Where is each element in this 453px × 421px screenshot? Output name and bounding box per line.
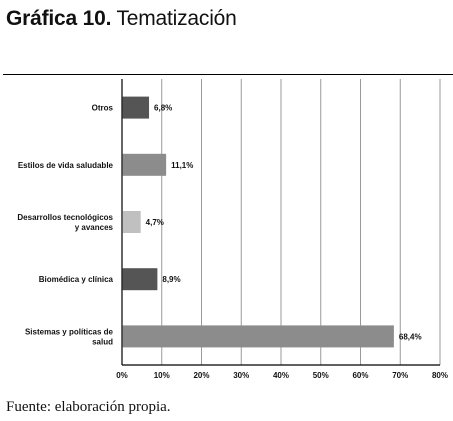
bar (122, 268, 158, 291)
data-label: 11,1% (171, 161, 193, 170)
source-note: Fuente: elaboración propia. (6, 399, 171, 415)
chart-title: Tematización (116, 7, 237, 30)
bar (122, 96, 150, 119)
x-tick-label: 60% (352, 371, 368, 380)
chart-heading: Gráfica 10. Tematización (6, 7, 237, 31)
x-tick-label: 30% (233, 371, 249, 380)
chart-number-label: Gráfica 10. (6, 7, 112, 30)
bar-chart: 0% 10% 20% 30% 40% 50% 60% 70% 80% 6,8% Otros 11,1%… (17, 79, 448, 380)
data-label: 8,9% (162, 275, 180, 284)
category-label: Estilos de vida saludable (18, 161, 114, 170)
category-label: y avances (75, 223, 114, 232)
x-tick-label: 0% (116, 371, 128, 380)
x-tick-label: 40% (273, 371, 289, 380)
category-label: salud (92, 337, 113, 346)
x-tick-label: 80% (432, 371, 448, 380)
x-tick-label: 50% (313, 371, 329, 380)
bar (122, 211, 141, 233)
x-tick-label: 70% (392, 371, 408, 380)
bar (122, 153, 167, 176)
x-tick-label: 20% (193, 371, 209, 380)
category-label: Otros (92, 104, 114, 113)
x-tick-label: 10% (154, 371, 170, 380)
data-label: 6,8% (154, 104, 172, 113)
category-label: Biomédica y clínica (39, 275, 114, 284)
bar (122, 325, 394, 348)
chart-frame: 0% 10% 20% 30% 40% 50% 60% 70% 80% 6,8% Otros 11,1%… (3, 74, 453, 380)
category-label: Sistemas y políticas de (25, 327, 114, 336)
data-label: 4,7% (146, 218, 164, 227)
data-label: 68,4% (399, 332, 422, 341)
category-label: Desarrollos tecnológicos (17, 213, 113, 222)
